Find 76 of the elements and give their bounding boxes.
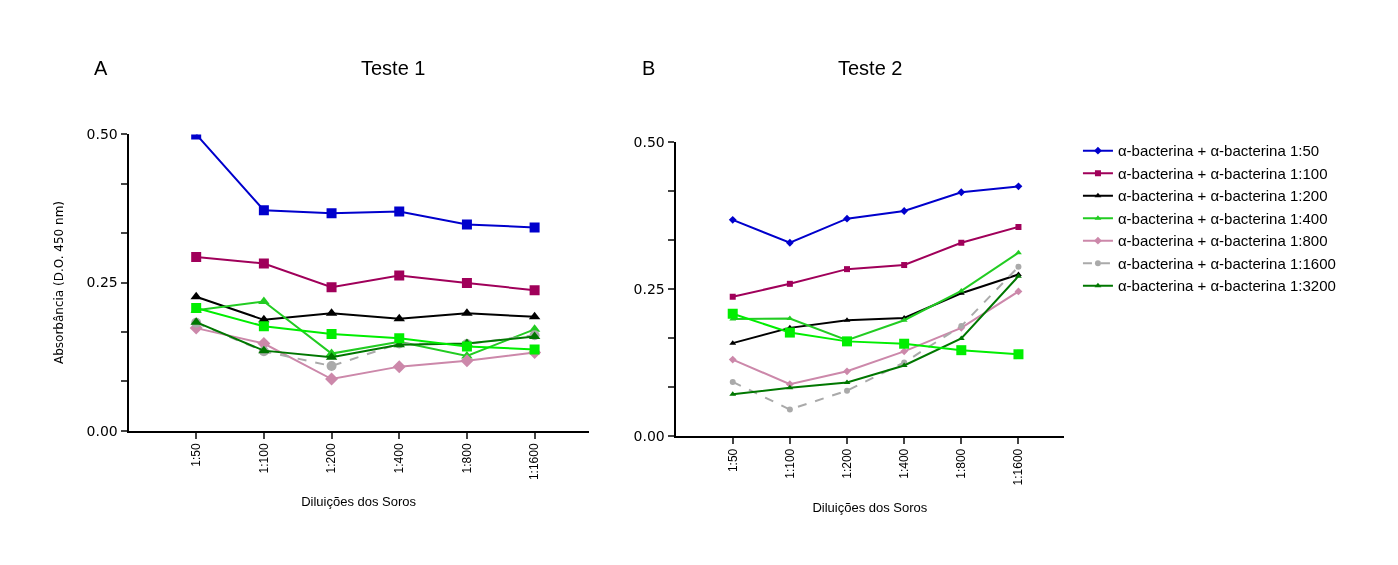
point [1015,263,1022,270]
point [461,278,472,289]
point [844,266,851,273]
point [899,338,910,349]
point [901,262,908,269]
text: A [94,57,108,79]
x-tick-label: 1:100 [256,443,271,474]
y-tick-label: 0.25 [86,274,118,291]
legend-label: α-bacterina + α-bacterina 1:1600 [1117,254,1336,272]
point [958,239,965,246]
point [326,329,337,340]
x-tick-label: 1:400 [392,443,407,474]
point [728,215,737,224]
y-tick-label: 0.00 [633,427,665,444]
legend-label: α-bacterina + α-bacterina 1:50 [1117,142,1320,160]
point [956,345,967,356]
point [394,206,405,217]
point [729,378,736,385]
point [190,291,202,300]
legend-label: α-bacterina + α-bacterina 1:100 [1117,164,1328,182]
x-tick-label: 1:100 [782,448,797,479]
point [460,354,474,368]
point [529,344,540,355]
y-tick-label: 0.50 [86,126,118,143]
legend-label: α-bacterina + α-bacterina 1:400 [1117,209,1328,227]
point [529,222,540,233]
point [1014,182,1023,191]
point [529,285,540,296]
y-tick-label: 0.00 [86,422,118,439]
x-tick-label: 1:1600 [527,443,542,481]
text: B [642,57,656,79]
point [957,188,966,197]
point [786,280,793,287]
point [1015,223,1022,230]
point [258,258,269,269]
point [728,355,737,364]
point [326,361,337,372]
x-tick-label: 1:800 [459,443,474,474]
chart-title: Teste 1 [361,57,426,79]
x-axis-title: Diluições dos Soros [812,499,928,515]
x-tick-label: 1:200 [324,443,339,474]
point [326,208,337,219]
point [842,336,853,347]
point [325,372,339,386]
point [900,207,909,215]
point [191,252,202,263]
point [843,367,851,376]
point [727,308,738,319]
point [729,293,736,300]
point [786,406,793,413]
point [1013,349,1024,360]
point [785,238,794,247]
legend-label: α-bacterina + α-bacterina 1:800 [1117,232,1328,250]
y-axis-title: Absorbância (D.O. 450 nm) [52,200,67,365]
x-tick-label: 1:200 [839,448,854,479]
y-tick-label: 0.50 [633,134,665,151]
x-axis-title: Diluições dos Soros [301,494,417,510]
point [392,360,406,374]
point [1014,287,1023,296]
point [258,321,269,332]
x-tick-label: 1:400 [897,448,912,479]
point [843,214,851,223]
point [784,327,795,338]
point [258,205,269,216]
x-tick-label: 1:50 [189,443,204,467]
legend-label: α-bacterina + α-bacterina 1:3200 [1117,277,1336,295]
x-tick-label: 1:50 [725,448,740,473]
legend-label: α-bacterina + α-bacterina 1:200 [1117,187,1328,205]
chart-title: Teste 2 [838,57,903,79]
x-tick-label: 1:1600 [1011,448,1026,486]
point [461,219,472,230]
y-tick-label: 0.25 [633,281,665,298]
point [394,270,405,281]
x-tick-label: 1:800 [954,448,969,479]
point [326,282,337,293]
point [844,387,851,394]
